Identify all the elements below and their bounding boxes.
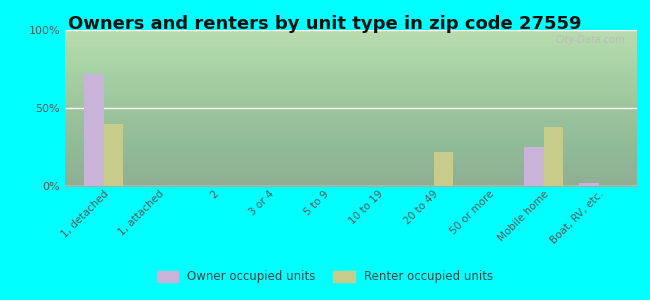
Text: City-Data.com: City-Data.com [556, 35, 625, 45]
Bar [434, 152, 453, 186]
Bar [103, 124, 123, 186]
Bar [525, 147, 543, 186]
Bar [84, 74, 103, 186]
Bar [579, 183, 599, 186]
Legend: Owner occupied units, Renter occupied units: Owner occupied units, Renter occupied un… [152, 266, 498, 288]
Text: Owners and renters by unit type in zip code 27559: Owners and renters by unit type in zip c… [68, 15, 582, 33]
Bar [543, 127, 563, 186]
